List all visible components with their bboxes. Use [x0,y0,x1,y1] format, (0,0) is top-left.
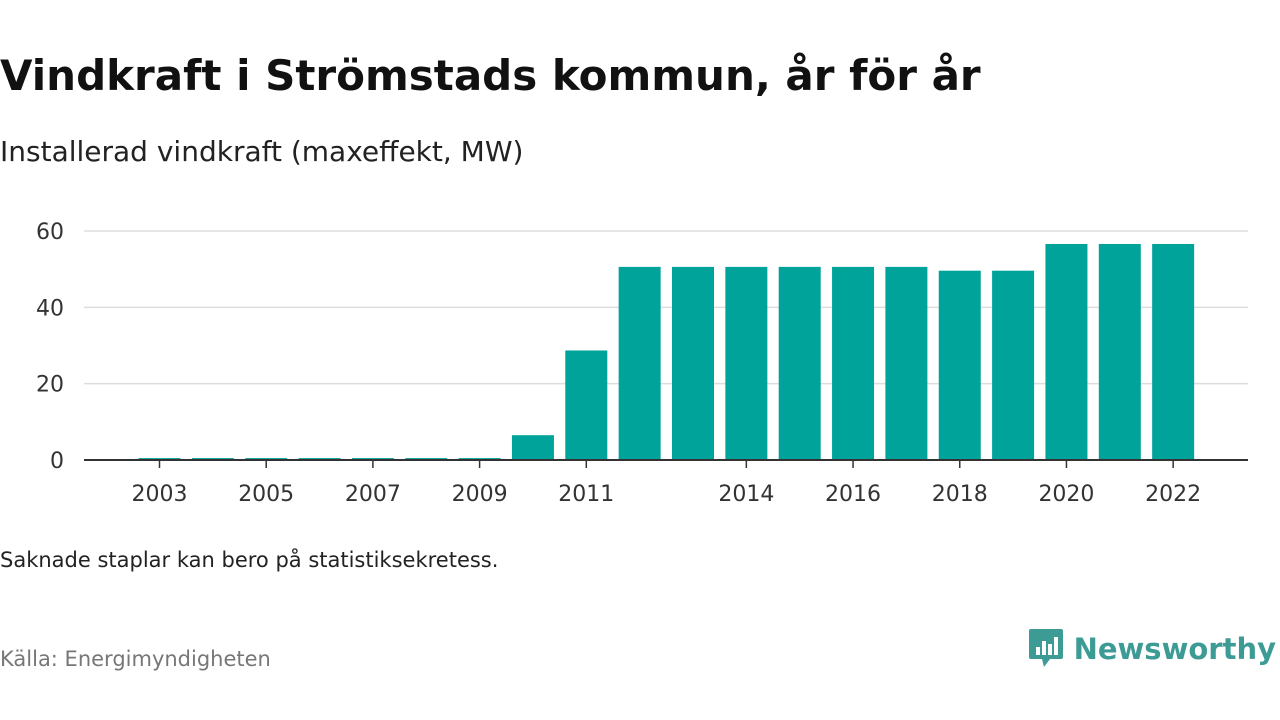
bar [725,266,768,460]
x-tick-label: 2011 [558,482,614,507]
bar-chart: 0 20 40 60 2003 2005 2007 2009 2011 2014 2016 2018… [36,220,1248,507]
x-tick-label: 2020 [1038,482,1094,507]
bar [1152,243,1195,460]
footnote: Saknade staplar kan bero på statistiksek… [0,548,499,572]
bar [885,266,928,460]
x-tick-label: 2014 [718,482,774,507]
bar [565,350,608,460]
x-axis-ticks: 2003 2005 2007 2009 2011 2014 2016 2018 2020 2022 [132,460,1201,507]
y-tick-label: 40 [36,296,64,321]
bar [938,270,981,460]
brand-logo: Newsworthy [1028,627,1276,671]
bar [1045,243,1088,460]
y-tick-label: 0 [50,449,64,474]
x-tick-label: 2018 [932,482,988,507]
bar [672,266,714,460]
chart-title: Vindkraft i Strömstads kommun, år för år [0,51,981,100]
x-tick-label: 2007 [345,482,401,507]
bar [778,266,821,460]
chart-subtitle: Installerad vindkraft (maxeffekt, MW) [0,135,524,168]
bar [1098,243,1141,460]
x-tick-label: 2016 [825,482,881,507]
y-axis-tick-labels: 0 20 40 60 [36,220,64,474]
source-label: Källa: Energimyndigheten [0,647,271,671]
y-tick-label: 20 [36,373,64,398]
bars [138,243,1195,460]
x-tick-label: 2003 [132,482,188,507]
x-tick-label: 2022 [1145,482,1201,507]
y-tick-label: 60 [36,220,64,245]
brand-name: Newsworthy [1073,632,1276,666]
x-tick-label: 2005 [238,482,294,507]
x-tick-label: 2009 [452,482,508,507]
bar [992,270,1035,460]
bar [511,435,554,460]
bar [618,266,661,460]
newsworthy-logo-icon [1028,629,1063,667]
bar [832,266,875,460]
